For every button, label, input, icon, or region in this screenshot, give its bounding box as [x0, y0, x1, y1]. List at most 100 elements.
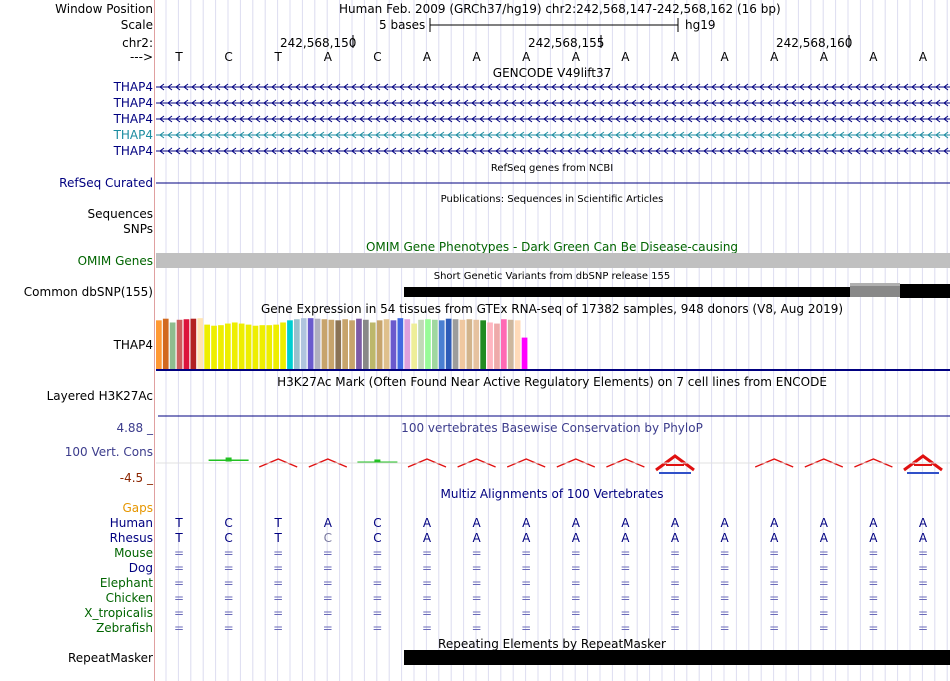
multiz-aligned-base: =	[372, 561, 383, 575]
sequence-base: C	[224, 50, 233, 64]
multiz-aligned-base: A	[770, 516, 779, 530]
multiz-aligned-base: =	[322, 606, 333, 620]
repeatmasker-track-label[interactable]: RepeatMasker	[67, 651, 153, 665]
multiz-aligned-base: =	[719, 561, 730, 575]
multiz-aligned-base: =	[719, 546, 730, 560]
multiz-aligned-base: A	[621, 531, 630, 545]
multiz-aligned-base: =	[917, 621, 929, 635]
multiz-aligned-base: =	[868, 561, 879, 575]
multiz-aligned-base: =	[173, 606, 185, 620]
multiz-aligned-base: C	[323, 531, 332, 545]
gtex-tissue-bar	[445, 318, 452, 370]
multiz-aligned-base: =	[570, 546, 581, 560]
multiz-aligned-base: C	[224, 531, 233, 545]
multiz-species-label[interactable]: Rhesus	[109, 531, 153, 545]
multiz-track-title[interactable]: Multiz Alignments of 100 Vertebrates	[440, 487, 664, 501]
multiz-aligned-base: =	[421, 591, 433, 605]
multiz-aligned-base: A	[571, 531, 580, 545]
gtex-bar-chart[interactable]	[156, 316, 556, 372]
multiz-aligned-base: A	[522, 516, 531, 530]
gtex-tissue-bar	[507, 319, 514, 370]
multiz-aligned-base: =	[669, 576, 681, 590]
omim-feature-bar[interactable]	[156, 253, 950, 268]
multiz-species-label[interactable]: X_tropicalis	[84, 606, 153, 620]
multiz-aligned-base: A	[819, 516, 828, 530]
multiz-species-label[interactable]: Mouse	[114, 546, 153, 560]
multiz-aligned-base: =	[322, 546, 333, 560]
phylop-logo-plot[interactable]	[156, 450, 950, 476]
gtex-tissue-bar	[156, 320, 162, 370]
multiz-aligned-base: A	[720, 516, 729, 530]
gencode-row-label[interactable]: THAP4	[113, 112, 153, 126]
gtex-tissue-bar	[356, 318, 362, 370]
publications-track-title[interactable]: Publications: Sequences in Scientific Ar…	[440, 194, 664, 205]
h3k27ac-track-title[interactable]: H3K27Ac Mark (Often Found Near Active Re…	[277, 375, 827, 389]
multiz-aligned-base: T	[274, 516, 282, 530]
multiz-aligned-base: =	[471, 576, 482, 590]
repeatmasker-track-title[interactable]: Repeating Elements by RepeatMasker	[438, 637, 666, 651]
multiz-aligned-base: T	[274, 531, 282, 545]
multiz-aligned-base: A	[422, 531, 432, 545]
gtex-tissue-bar	[363, 319, 369, 370]
dbsnp-track-title[interactable]: Short Genetic Variants from dbSNP releas…	[433, 271, 671, 282]
multiz-aligned-base: =	[769, 606, 780, 620]
multiz-aligned-base: =	[917, 561, 929, 575]
refseq-track-label[interactable]: RefSeq Curated	[59, 176, 153, 190]
multiz-aligned-base: =	[769, 561, 780, 575]
sequence-base: A	[918, 50, 928, 64]
multiz-aligned-base: =	[372, 621, 383, 635]
multiz-aligned-base: =	[868, 621, 879, 635]
multiz-aligned-base: =	[620, 591, 631, 605]
dbsnp-track-label[interactable]: Common dbSNP(155)	[23, 285, 153, 299]
gtex-track-title[interactable]: Gene Expression in 54 tissues from GTEx …	[260, 302, 844, 316]
multiz-species-label[interactable]: Zebrafish	[96, 621, 153, 635]
multiz-aligned-base: =	[223, 576, 234, 590]
omim-track-label[interactable]: OMIM Genes	[77, 254, 153, 268]
gtex-tissue-bar	[280, 322, 286, 370]
gtex-tissue-bar	[328, 319, 335, 370]
repeatmasker-feature-bar[interactable]	[404, 650, 950, 665]
h3k27ac-track-label[interactable]: Layered H3K27Ac	[46, 389, 153, 403]
publications-track-label[interactable]: Sequences	[87, 207, 153, 221]
multiz-aligned-base: =	[322, 561, 333, 575]
refseq-track-title[interactable]: RefSeq genes from NCBI	[490, 163, 614, 174]
multiz-aligned-base: =	[273, 606, 284, 620]
dbsnp-feature-thin[interactable]	[404, 287, 850, 297]
multiz-aligned-base: =	[173, 576, 185, 590]
multiz-aligned-base: =	[521, 576, 532, 590]
gtex-tissue-bar	[307, 318, 314, 370]
gtex-tissue-bar	[494, 323, 500, 370]
gtex-track-label[interactable]: THAP4	[113, 338, 153, 352]
gencode-row-label[interactable]: THAP4	[113, 128, 153, 142]
gtex-tissue-bar	[218, 325, 224, 370]
multiz-species-label[interactable]: Dog	[128, 561, 153, 575]
gencode-row-label[interactable]: THAP4	[113, 96, 153, 110]
gencode-row-label[interactable]: THAP4	[113, 144, 153, 158]
multiz-aligned-base: =	[669, 546, 681, 560]
multiz-species-label[interactable]: Elephant	[99, 576, 153, 590]
dbsnp-feature-gray[interactable]	[850, 285, 900, 297]
multiz-aligned-base: =	[818, 621, 829, 635]
multiz-species-label[interactable]: Human	[109, 516, 153, 530]
gaps-label[interactable]: Gaps	[122, 501, 153, 515]
gtex-tissue-bar	[252, 325, 259, 370]
snps-track-label[interactable]: SNPs	[123, 222, 153, 236]
multiz-aligned-base: =	[769, 546, 780, 560]
gtex-tissue-bar	[501, 319, 507, 370]
gtex-tissue-bar	[390, 320, 397, 370]
dbsnp-feature-thick[interactable]	[900, 284, 950, 298]
gencode-track-title[interactable]: GENCODE V49lift37	[492, 66, 612, 80]
multiz-aligned-base: =	[570, 621, 581, 635]
omim-track-title[interactable]: OMIM Gene Phenotypes - Dark Green Can Be…	[365, 240, 739, 254]
phylop-track-title[interactable]: 100 vertebrates Basewise Conservation by…	[401, 421, 703, 435]
gtex-tissue-bar	[438, 320, 445, 370]
multiz-aligned-base: =	[322, 576, 333, 590]
sequence-base: A	[819, 50, 828, 64]
phylop-track-label[interactable]: 100 Vert. Cons	[64, 445, 153, 459]
multiz-aligned-base: =	[372, 576, 383, 590]
multiz-aligned-base: =	[917, 576, 929, 590]
gencode-row-label[interactable]: THAP4	[113, 80, 153, 94]
multiz-species-label[interactable]: Chicken	[105, 591, 153, 605]
gtex-tissue-bar	[452, 319, 459, 370]
